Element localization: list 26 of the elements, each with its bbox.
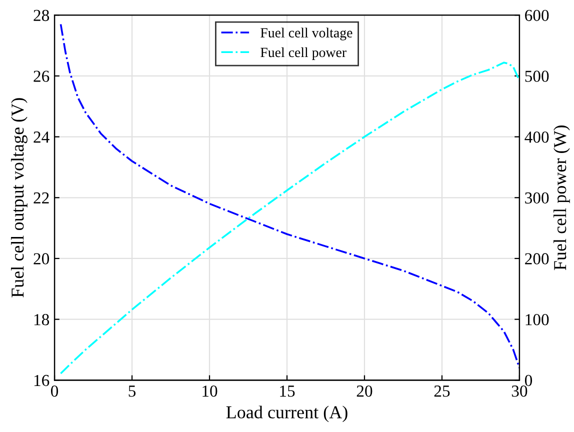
x-tick-label: 0 [51,386,58,397]
y2-tick-label: 600 [525,10,549,22]
y2-tick-label: 300 [525,192,549,204]
x-tick-label: 20 [356,386,372,397]
y2-tick-label: 100 [526,314,549,326]
y2-tick-label: 0 [524,374,532,386]
y-tick-label: 22 [34,192,49,204]
x-tick-label: 30 [512,386,528,397]
y-tick-label: 28 [34,10,50,22]
legend-label: Fuel cell voltage [260,28,352,40]
x-tick-label: 5 [128,386,136,397]
y2-tick-label: 400 [524,132,549,143]
y-tick-label: 24 [34,132,50,143]
legend-label: Fuel cell power [260,47,346,60]
x-axis-title: Load current (A) [226,406,348,422]
x-tick-label: 10 [202,386,218,397]
y2-axis-title: Fuel cell power (W) [554,125,570,270]
y-tick-label: 26 [34,70,50,82]
y-axis-title: Fuel cell output voltage (V) [11,98,28,298]
y2-tick-label: 500 [525,70,549,82]
y-tick-label: 18 [34,314,50,326]
y-tick-label: 16 [34,374,50,386]
x-tick-label: 25 [434,386,450,397]
x-tick-label: 15 [280,386,295,397]
y-tick-label: 20 [34,253,50,264]
y2-tick-label: 200 [525,253,549,264]
